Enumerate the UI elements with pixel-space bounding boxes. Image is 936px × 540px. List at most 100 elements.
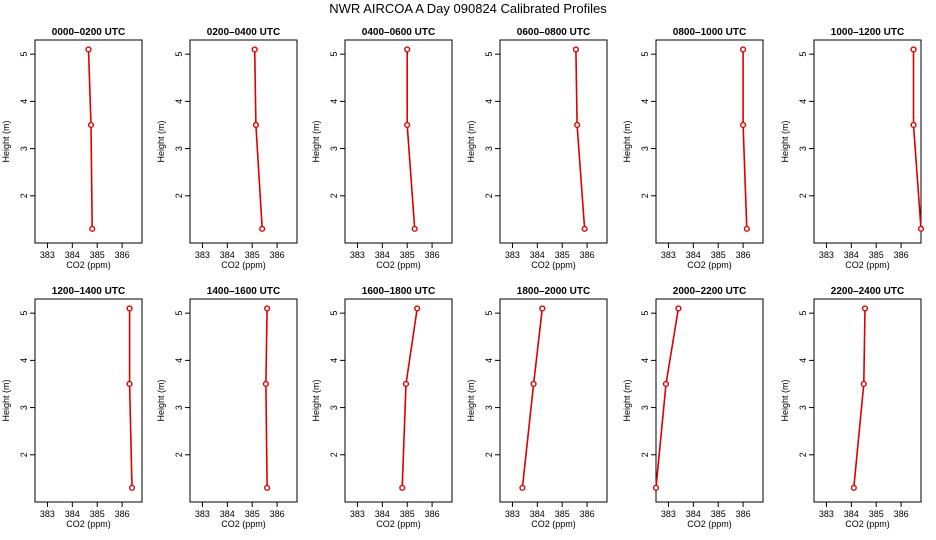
panel-5: 0800–1000 UTC 383 384 385 386 CO2 (ppm) 2 3 4 5 He… xyxy=(622,27,764,270)
y-tick-label: 3 xyxy=(798,146,808,151)
plot-frame xyxy=(34,298,143,503)
x-tick-label: 385 xyxy=(90,509,105,519)
y-tick-label: 3 xyxy=(19,146,29,151)
panel-title: 0400–0600 UTC xyxy=(362,27,435,38)
data-point xyxy=(572,46,579,53)
y-tick-label: 2 xyxy=(174,193,184,198)
y-axis-label: Height (m) xyxy=(156,120,166,162)
x-tick-label: 385 xyxy=(245,250,260,260)
y-tick-label: 4 xyxy=(798,358,808,363)
panel-11: 2000–2200 UTC 383 384 385 386 CO2 (ppm) 2 3 4 5 He… xyxy=(622,286,764,529)
y-tick-label: 2 xyxy=(484,452,494,457)
y-tick-label: 2 xyxy=(798,193,808,198)
x-tick-label: 383 xyxy=(350,250,365,260)
panel-1: 0000–0200 UTC 383 384 385 386 CO2 (ppm) 2 3 4 5 He… xyxy=(1,27,143,270)
panel-10: 1800–2000 UTC 383 384 385 386 CO2 (ppm) 2 3 4 5 He… xyxy=(466,286,608,529)
panel-title: 1400–1600 UTC xyxy=(207,286,280,297)
panel-4: 0600–0800 UTC 383 384 385 386 CO2 (ppm) 2 3 4 5 He… xyxy=(466,27,608,270)
panel-7: 1200–1400 UTC 383 384 385 386 CO2 (ppm) 2 3 4 5 He… xyxy=(1,286,143,529)
x-tick-label: 384 xyxy=(686,509,701,519)
x-tick-label: 384 xyxy=(375,250,390,260)
plot-frame xyxy=(34,39,143,244)
x-axis-label: CO2 (ppm) xyxy=(66,260,111,270)
data-point xyxy=(251,46,258,53)
y-axis-label: Height (m) xyxy=(311,120,321,162)
x-tick-label: 383 xyxy=(350,509,365,519)
data-point xyxy=(652,484,660,491)
y-tick-label: 3 xyxy=(640,146,650,151)
y-tick-label: 2 xyxy=(798,452,808,457)
y-tick-label: 5 xyxy=(174,52,184,57)
profile-line xyxy=(912,49,922,229)
x-tick-label: 385 xyxy=(245,509,260,519)
y-tick-label: 2 xyxy=(19,452,29,457)
panel-12: 2200–2400 UTC 383 384 385 386 CO2 (ppm) 2 3 4 5 He… xyxy=(780,286,922,529)
y-axis-label: Height (m) xyxy=(780,120,790,162)
y-axis-label: Height (m) xyxy=(311,379,321,421)
x-tick-label: 385 xyxy=(869,509,884,519)
data-point xyxy=(850,484,857,491)
x-tick-label: 384 xyxy=(530,509,545,519)
plot-frame xyxy=(655,39,764,244)
x-tick-label: 383 xyxy=(661,250,676,260)
panel-title: 2200–2400 UTC xyxy=(831,286,904,297)
data-point xyxy=(259,225,266,232)
x-tick-label: 384 xyxy=(65,509,80,519)
y-tick-label: 5 xyxy=(484,52,494,57)
data-point xyxy=(89,225,96,232)
y-tick-label: 2 xyxy=(329,193,339,198)
plot-frame xyxy=(499,39,608,244)
y-tick-label: 3 xyxy=(484,405,494,410)
data-point xyxy=(126,380,133,388)
x-tick-label: 384 xyxy=(65,250,80,260)
data-point xyxy=(87,121,95,129)
x-tick-label: 384 xyxy=(220,250,235,260)
data-point xyxy=(739,121,747,129)
plot-frame xyxy=(189,298,298,503)
x-axis-label: CO2 (ppm) xyxy=(845,260,890,270)
x-tick-label: 384 xyxy=(530,250,545,260)
x-tick-label: 386 xyxy=(894,250,909,260)
data-point xyxy=(399,484,406,491)
panel-title: 0200–0400 UTC xyxy=(207,27,280,38)
data-point xyxy=(404,121,411,129)
x-tick-label: 385 xyxy=(869,250,884,260)
y-tick-label: 4 xyxy=(174,358,184,363)
y-tick-label: 4 xyxy=(484,358,494,363)
y-tick-label: 3 xyxy=(174,146,184,151)
data-point xyxy=(411,225,418,232)
y-axis-label: Height (m) xyxy=(780,379,790,421)
y-tick-label: 5 xyxy=(19,311,29,316)
x-tick-label: 384 xyxy=(686,250,701,260)
data-point xyxy=(128,484,136,491)
y-axis-label: Height (m) xyxy=(622,120,632,162)
x-tick-label: 384 xyxy=(844,509,859,519)
data-point xyxy=(404,46,411,53)
data-point xyxy=(264,484,271,491)
y-tick-label: 2 xyxy=(174,452,184,457)
y-tick-label: 2 xyxy=(640,452,650,457)
x-axis-label: CO2 (ppm) xyxy=(687,260,732,270)
x-tick-label: 383 xyxy=(819,250,834,260)
plot-frame xyxy=(813,298,922,503)
y-tick-label: 5 xyxy=(798,52,808,57)
x-tick-label: 385 xyxy=(711,509,726,519)
y-tick-label: 4 xyxy=(19,358,29,363)
plot-frame xyxy=(189,39,298,244)
panel-title: 0800–1000 UTC xyxy=(673,27,746,38)
profile-line xyxy=(401,308,418,488)
profile-line xyxy=(87,49,93,229)
x-tick-label: 383 xyxy=(195,250,210,260)
panel-title: 0000–0200 UTC xyxy=(52,27,125,38)
panel-title: 0600–0800 UTC xyxy=(517,27,590,38)
y-tick-label: 4 xyxy=(484,99,494,104)
profile-line xyxy=(128,308,133,488)
x-axis-label: CO2 (ppm) xyxy=(687,519,732,529)
profile-line xyxy=(406,49,416,229)
y-tick-label: 5 xyxy=(640,52,650,57)
x-tick-label: 383 xyxy=(819,509,834,519)
y-tick-label: 2 xyxy=(484,193,494,198)
x-axis-label: CO2 (ppm) xyxy=(845,519,890,529)
x-tick-label: 383 xyxy=(40,509,55,519)
